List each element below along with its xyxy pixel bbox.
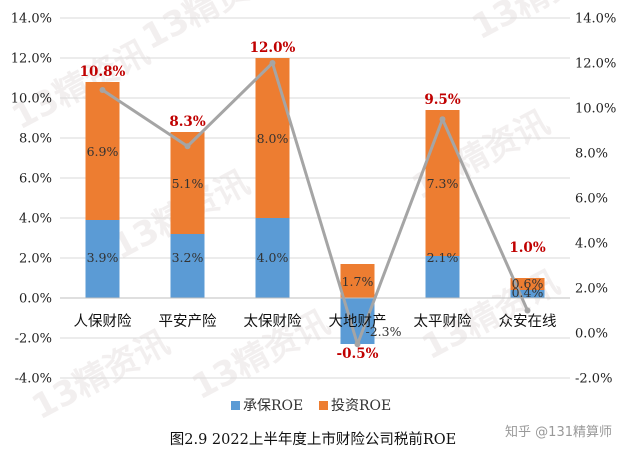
y-left-tick-label: 10.0%: [11, 92, 52, 107]
label-investment-roe: 8.0%: [257, 131, 289, 146]
label-underwriting-roe: 3.9%: [87, 250, 119, 265]
x-axis-categories: 人保财险 平安产险 太保财险 大地财产 太平财险 众安在线: [74, 313, 557, 330]
label-underwriting-roe: 2.1%: [427, 250, 459, 265]
x-category-label: 大地财产: [329, 313, 387, 330]
label-investment-roe: 7.3%: [427, 176, 459, 191]
y-right-tick-label: 2.0%: [575, 282, 608, 297]
label-investment-roe: 5.1%: [172, 176, 204, 191]
y-left-tick-label: 2.0%: [19, 252, 52, 267]
y-right-tick-label: 0.0%: [575, 327, 608, 342]
total-roe-line: [99, 60, 531, 348]
bar-investment-roe: [510, 278, 545, 290]
y-left-tick-label: 14.0%: [11, 12, 52, 27]
data-labels: 3.9% 6.9% 3.2% 5.1% 4.0% 8.0% -2.3% 1.7% 2.1% 7.3…: [80, 40, 546, 362]
legend-label: 承保ROE: [243, 398, 303, 414]
credit-text: 知乎 @131精算师: [505, 424, 612, 440]
label-total-roe: 1.0%: [509, 240, 545, 256]
y-right-tick-label: -2.0%: [575, 372, 612, 387]
x-category-label: 平安产险: [159, 313, 217, 330]
y-right-tick-label: 10.0%: [575, 102, 616, 117]
line-point: [524, 307, 531, 314]
bar-underwriting-roe: [85, 220, 120, 298]
bar-investment-roe: [255, 58, 290, 218]
label-total-roe: 12.0%: [250, 40, 296, 56]
y-right-tick-label: 12.0%: [575, 57, 616, 72]
label-total-roe: -0.5%: [337, 346, 379, 362]
label-investment-roe: 1.7%: [342, 274, 374, 289]
x-category-label: 太平财险: [414, 313, 472, 330]
bar-underwriting-roe: [170, 234, 205, 298]
y-left-tick-label: 6.0%: [19, 172, 52, 187]
x-category-label: 众安在线: [499, 313, 557, 330]
label-underwriting-roe: 3.2%: [172, 250, 204, 265]
legend-swatch: [231, 401, 240, 410]
chart-caption: 图2.9 2022上半年度上市财险公司税前ROE: [170, 431, 456, 448]
watermark-text: 13精资讯: [5, 33, 156, 138]
bars: [85, 58, 545, 344]
bar-underwriting-roe: [255, 218, 290, 298]
y-left-tick-label: -2.0%: [15, 332, 52, 347]
x-category-label: 人保财险: [74, 313, 132, 330]
line-point: [354, 341, 361, 348]
line-point: [439, 116, 446, 123]
label-investment-roe: 0.6%: [512, 276, 544, 291]
bar-investment-roe: [425, 110, 460, 256]
line-point: [184, 143, 191, 150]
y-right-tick-label: 8.0%: [575, 147, 608, 162]
y-axis-left: -4.0% -2.0% 0.0% 2.0% 4.0% 6.0% 8.0% 10.0% 12.0%…: [11, 12, 52, 387]
y-right-tick-label: 6.0%: [575, 192, 608, 207]
label-investment-roe: 6.9%: [87, 144, 119, 159]
y-left-tick-label: 8.0%: [19, 132, 52, 147]
bar-underwriting-roe: [510, 290, 545, 298]
bar-underwriting-roe: [425, 256, 460, 298]
legend: 承保ROE 投资ROE: [231, 398, 391, 414]
y-left-tick-label: 0.0%: [19, 292, 52, 307]
x-category-label: 太保财险: [244, 313, 302, 330]
y-right-tick-label: 14.0%: [575, 12, 616, 27]
bar-investment-roe: [85, 82, 120, 220]
line-total-roe: [101, 61, 529, 346]
label-underwriting-roe: 0.4%: [512, 285, 544, 300]
y-left-tick-label: 4.0%: [19, 212, 52, 227]
line-point: [99, 87, 106, 93]
label-underwriting-roe: -2.3%: [366, 324, 402, 339]
y-axis-right: -2.0% 0.0% 2.0% 4.0% 6.0% 8.0% 10.0% 12.0% 14.0%: [575, 12, 616, 387]
watermark-text: 13精资讯: [315, 0, 466, 8]
y-left-tick-label: -4.0%: [15, 372, 52, 387]
label-total-roe: 9.5%: [424, 92, 460, 108]
y-right-tick-label: 4.0%: [575, 237, 608, 252]
legend-label: 投资ROE: [331, 398, 391, 414]
label-total-roe: 10.8%: [80, 64, 126, 80]
label-total-roe: 8.3%: [169, 114, 205, 130]
legend-swatch: [319, 401, 328, 410]
line-point: [269, 60, 276, 66]
y-left-tick-label: 12.0%: [11, 52, 52, 67]
bar-investment-roe: [340, 264, 375, 298]
label-underwriting-roe: 4.0%: [257, 250, 289, 265]
